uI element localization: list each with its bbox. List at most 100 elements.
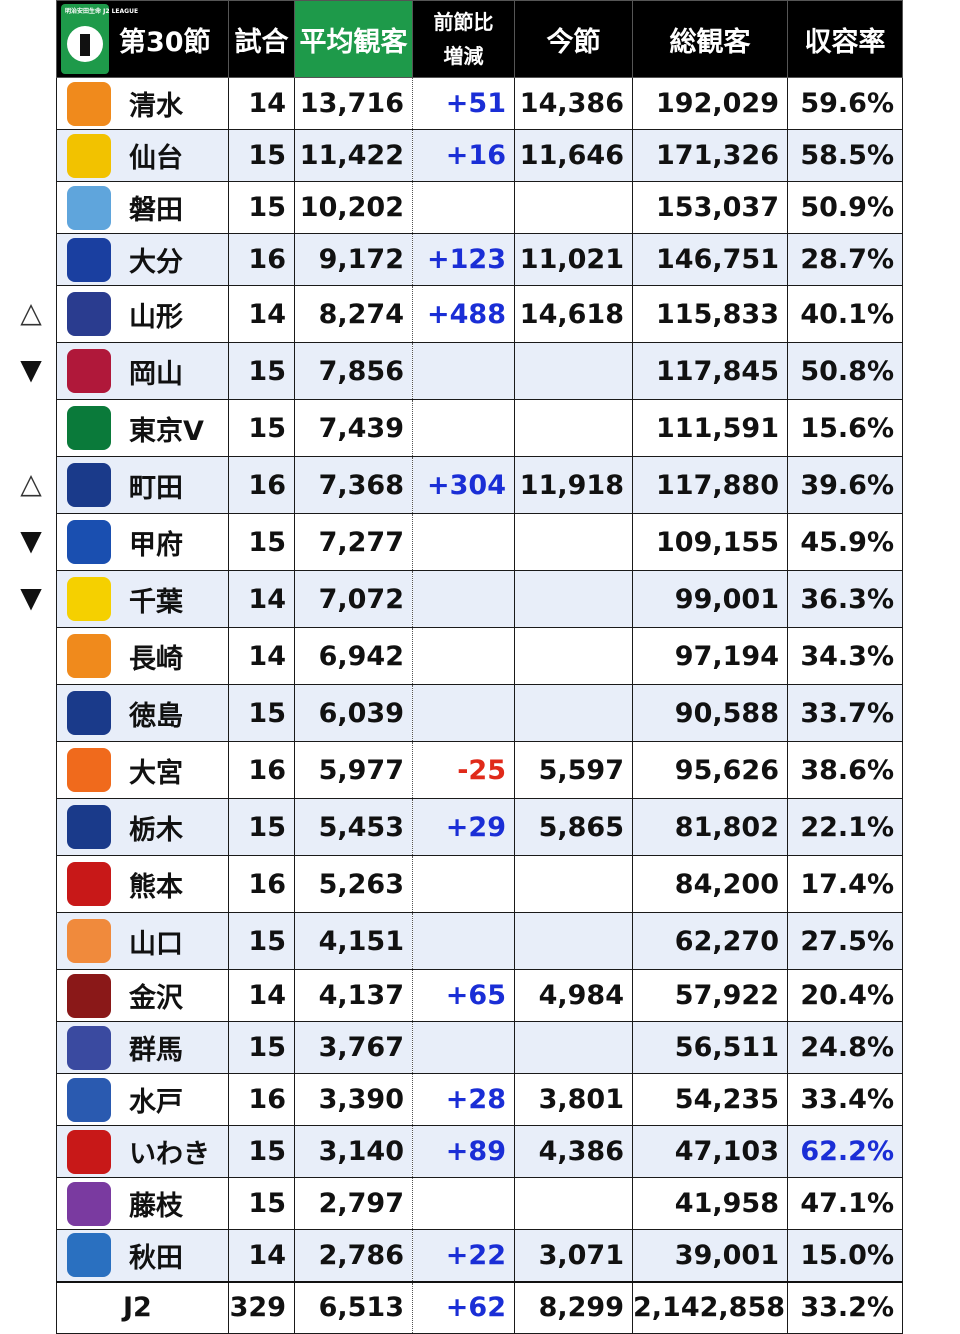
capacity-cell: 24.8%: [787, 1021, 903, 1074]
table-row: 藤枝 15 2,797 41,958 47.1%: [56, 1177, 903, 1230]
fujieda-logo-icon: [67, 1181, 111, 1226]
team-name: 水戸: [129, 1087, 183, 1118]
this-round-cell: 3,801: [514, 1073, 633, 1126]
total-cell: 117,880: [632, 456, 788, 514]
this-round-cell: [514, 855, 633, 913]
games-cell: 14: [228, 627, 295, 685]
team-cell: 山口: [56, 912, 229, 970]
this-round-cell: [514, 912, 633, 970]
gunma-logo-icon: [67, 1025, 111, 1070]
games-cell: 16: [228, 1073, 295, 1126]
round-title: 第30節: [119, 26, 211, 58]
capacity-cell: 50.9%: [787, 181, 903, 234]
team-cell: 秋田: [56, 1229, 229, 1282]
games-cell: 14: [228, 77, 295, 130]
team-cell: 清水: [56, 77, 229, 130]
capacity-header: 収容率: [787, 0, 903, 78]
sendai-logo-icon: [67, 133, 111, 178]
table-row: 甲府 15 7,277 109,155 45.9%: [56, 513, 903, 571]
total-cell: 153,037: [632, 181, 788, 234]
games-cell: 15: [228, 684, 295, 742]
games-cell: 14: [228, 1229, 295, 1282]
capacity-cell: 58.5%: [787, 129, 903, 182]
team-cell: 町田: [56, 456, 229, 514]
team-name: 仙台: [129, 143, 183, 174]
diff-cell: [412, 513, 515, 571]
capacity-cell: 59.6%: [787, 77, 903, 130]
avg-cell: 3,767: [294, 1021, 413, 1074]
rank-down-icon: ▼: [20, 352, 42, 386]
team-name: 藤枝: [129, 1191, 183, 1222]
team-name: 山形: [129, 301, 183, 333]
diff-cell: +123: [412, 233, 515, 286]
games-cell: 15: [228, 1125, 295, 1178]
rank-up-icon: △: [20, 295, 42, 329]
avg-cell: 13,716: [294, 77, 413, 130]
team-name: 山口: [129, 928, 183, 960]
oita-logo-icon: [67, 237, 111, 282]
header-row: 明治安田生命 J2 LEAGUE 第30節 試合 平均観客 前節比 増減 今節 総…: [56, 0, 903, 78]
team-name: 千葉: [129, 586, 183, 618]
games-cell: 16: [228, 741, 295, 799]
table-row: 清水 14 13,716 +51 14,386 192,029 59.6%: [56, 77, 903, 130]
games-cell: 15: [228, 342, 295, 400]
games-cell: 15: [228, 1021, 295, 1074]
team-cell: 岡山: [56, 342, 229, 400]
avg-cell: 5,977: [294, 741, 413, 799]
table-row: 磐田 15 10,202 153,037 50.9%: [56, 181, 903, 234]
table-row: 岡山 15 7,856 117,845 50.8%: [56, 342, 903, 400]
diff-cell: [412, 1021, 515, 1074]
total-cell: 146,751: [632, 233, 788, 286]
capacity-cell: 38.6%: [787, 741, 903, 799]
diff-cell: [412, 627, 515, 685]
attendance-table: 明治安田生命 J2 LEAGUE 第30節 試合 平均観客 前節比 増減 今節 総…: [56, 0, 903, 1334]
this-round-cell: 11,021: [514, 233, 633, 286]
total-cell: 111,591: [632, 399, 788, 457]
rank-down-icon: ▼: [20, 523, 42, 557]
team-name: 大宮: [129, 757, 183, 789]
team-cell: 甲府: [56, 513, 229, 571]
diff-cell: -25: [412, 741, 515, 799]
nagasaki-logo-icon: [67, 634, 111, 678]
avg-cell: 3,140: [294, 1125, 413, 1178]
capacity-cell: 62.2%: [787, 1125, 903, 1178]
table-row: 大宮 16 5,977 -25 5,597 95,626 38.6%: [56, 741, 903, 799]
tochigi-logo-icon: [67, 805, 111, 849]
avg-cell: 11,422: [294, 129, 413, 182]
tokyov-logo-icon: [67, 406, 111, 450]
team-name: 大分: [129, 247, 183, 278]
total-cell: 109,155: [632, 513, 788, 571]
capacity-cell: 39.6%: [787, 456, 903, 514]
team-cell: いわき: [56, 1125, 229, 1178]
okayama-logo-icon: [67, 349, 111, 393]
avg-cell: 6,039: [294, 684, 413, 742]
total-cell: 47,103: [632, 1125, 788, 1178]
total-cell: 95,626: [632, 741, 788, 799]
team-cell: 大分: [56, 233, 229, 286]
diff-cell: [412, 855, 515, 913]
avg-cell: 7,856: [294, 342, 413, 400]
team-name: 東京V: [129, 415, 204, 447]
games-header: 試合: [228, 0, 295, 78]
capacity-cell: 47.1%: [787, 1177, 903, 1230]
capacity-cell: 34.3%: [787, 627, 903, 685]
total-cell: 90,588: [632, 684, 788, 742]
team-cell: 熊本: [56, 855, 229, 913]
diff-cell: [412, 342, 515, 400]
total-cell: 115,833: [632, 285, 788, 343]
total-cell: 192,029: [632, 77, 788, 130]
iwaki-logo-icon: [67, 1129, 111, 1174]
diff-cell: [412, 684, 515, 742]
team-name: 岡山: [129, 358, 183, 390]
team-name: 甲府: [129, 529, 183, 561]
kofu-logo-icon: [67, 520, 111, 564]
total-cell: 84,200: [632, 855, 788, 913]
avg-cell: 4,137: [294, 969, 413, 1022]
table-row: 大分 16 9,172 +123 11,021 146,751 28.7%: [56, 233, 903, 286]
this-round-cell: 11,918: [514, 456, 633, 514]
avg-header: 平均観客: [294, 0, 413, 78]
avg-cell: 7,368: [294, 456, 413, 514]
this-round-cell: 4,386: [514, 1125, 633, 1178]
games-cell: 15: [228, 181, 295, 234]
games-cell: 15: [228, 1177, 295, 1230]
